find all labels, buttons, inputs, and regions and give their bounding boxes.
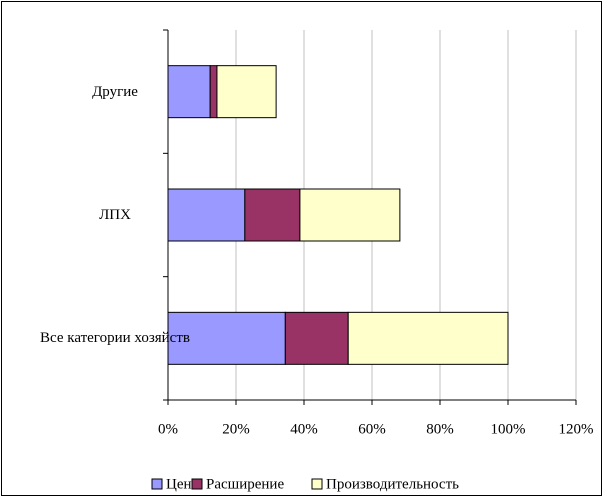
legend-swatch xyxy=(311,478,323,490)
bar-segment xyxy=(167,65,211,119)
bar-segment xyxy=(167,311,286,365)
legend-swatch xyxy=(191,478,203,490)
bar-segment xyxy=(216,65,277,119)
bar-segment xyxy=(284,311,349,365)
y-tick-label: ЛПХ xyxy=(99,207,131,223)
x-tick-label: 0% xyxy=(158,421,178,437)
legend-label: Расширение xyxy=(206,476,284,492)
x-tick-label: 80% xyxy=(426,421,454,437)
bar-segment xyxy=(167,188,246,242)
bar-segment xyxy=(209,65,218,119)
x-tick-label: 100% xyxy=(491,421,526,437)
x-tick-label: 20% xyxy=(222,421,250,437)
legend-label: Производительность xyxy=(326,476,459,492)
y-tick-label: Все категории хозяйств xyxy=(40,330,190,347)
x-tick-label: 40% xyxy=(290,421,318,437)
x-tick-label: 60% xyxy=(358,421,386,437)
bar-segment xyxy=(347,311,509,365)
y-tick-label: Другие xyxy=(92,83,138,100)
bar-segment xyxy=(244,188,301,242)
bar-segment xyxy=(299,188,401,242)
x-tick-label: 120% xyxy=(559,421,594,437)
legend-swatch xyxy=(151,478,163,490)
